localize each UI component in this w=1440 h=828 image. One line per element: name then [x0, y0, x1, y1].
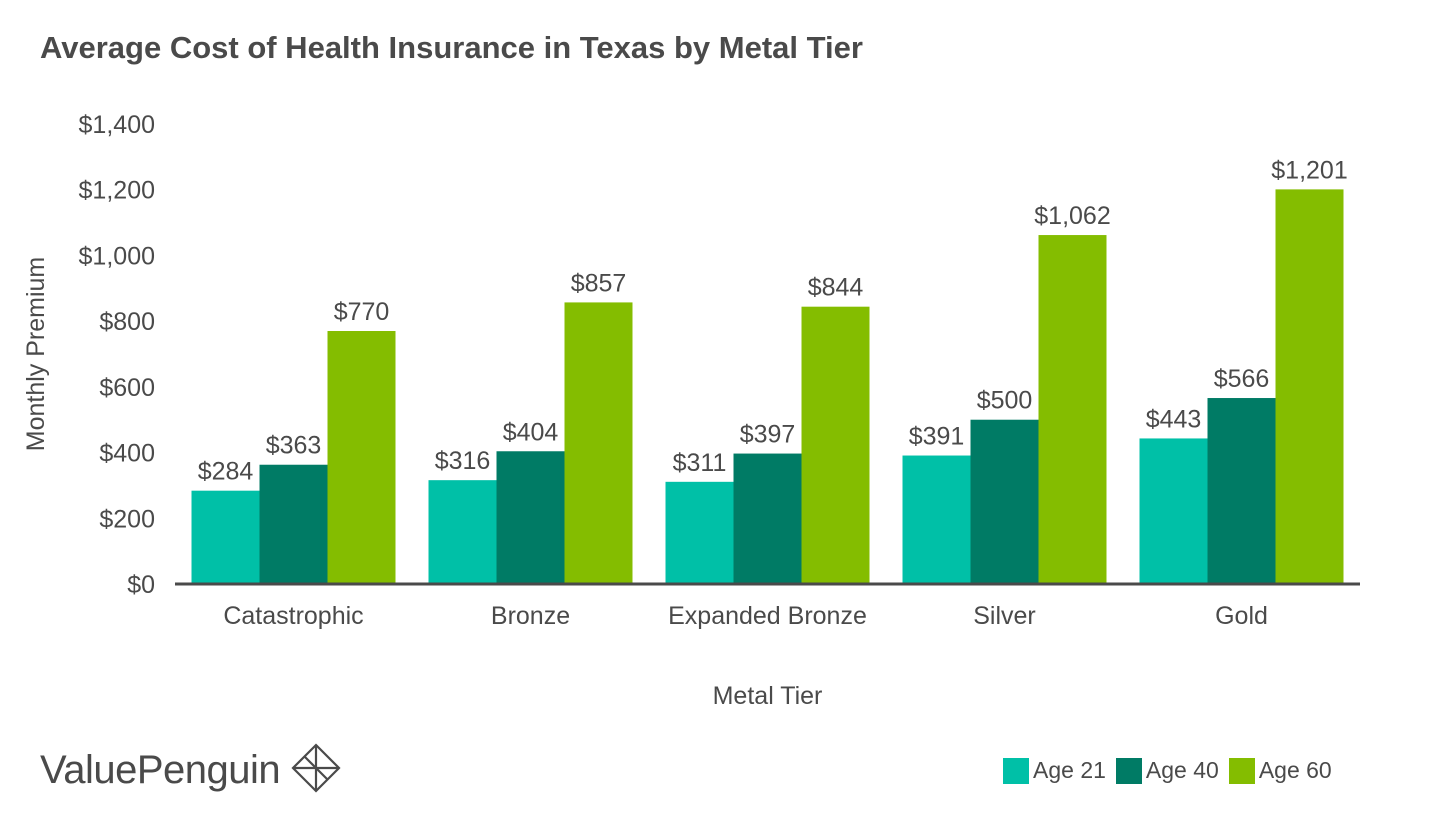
x-axis-title: Metal Tier: [713, 682, 823, 710]
data-label: $443: [1146, 405, 1202, 433]
y-tick-label: $0: [127, 571, 155, 599]
y-axis-title: Monthly Premium: [22, 257, 50, 452]
bar: [428, 480, 497, 584]
legend-label-age-60: Age 60: [1258, 757, 1332, 783]
data-label: $770: [334, 298, 390, 326]
category-label: Gold: [1215, 602, 1268, 630]
brand-name: ValuePenguin: [40, 748, 281, 792]
data-label: $404: [503, 418, 559, 446]
data-label: $1,062: [1034, 202, 1110, 230]
category-label: Silver: [973, 602, 1036, 630]
bar: [191, 490, 260, 584]
bar: [902, 455, 971, 584]
data-label: $500: [977, 387, 1033, 415]
bar: [496, 451, 565, 584]
data-label: $391: [909, 423, 965, 451]
bar: [327, 331, 396, 584]
bar: [1275, 189, 1344, 584]
data-label: $311: [673, 449, 727, 477]
y-tick-label: $1,400: [79, 111, 155, 139]
bar: [1139, 438, 1208, 584]
legend-item-age-60: Age 60: [1228, 757, 1332, 784]
bar: [1038, 235, 1107, 585]
y-axis-ticks: $0 $200 $400 $600 $800 $1,000 $1,200 $1,400: [79, 111, 155, 599]
chart-title: Average Cost of Health Insurance in Texa…: [40, 30, 863, 65]
legend-swatch-age-60: [1228, 757, 1255, 784]
y-tick-label: $400: [99, 440, 155, 468]
data-label: $397: [740, 421, 796, 449]
bar: [564, 302, 633, 584]
bar: [259, 464, 328, 584]
data-label: $844: [808, 274, 864, 302]
legend-item-age-40: Age 40: [1115, 757, 1219, 784]
brand-logo: ValuePenguin: [40, 742, 342, 799]
legend-label-age-40: Age 40: [1145, 757, 1219, 783]
y-tick-label: $1,200: [79, 177, 155, 205]
data-labels-group: $284 $363 $770 $316 $404 $857 $311 $397 $844 $391…: [198, 156, 1348, 485]
data-label: $1,201: [1271, 156, 1347, 184]
bar: [665, 481, 734, 584]
legend-swatch-age-21: [1003, 757, 1029, 784]
y-tick-label: $200: [99, 505, 155, 533]
data-label: $566: [1214, 365, 1270, 393]
category-label: Catastrophic: [223, 602, 363, 630]
category-labels: Catastrophic Bronze Expanded Bronze Silver G…: [223, 602, 1268, 630]
y-tick-label: $600: [99, 374, 155, 402]
bars-group: [191, 189, 1344, 585]
category-label: Expanded Bronze: [668, 602, 867, 630]
legend-item-age-21: Age 21: [1003, 757, 1106, 784]
data-label: $284: [198, 458, 254, 486]
bar: [1207, 398, 1276, 584]
legend: Age 21 Age 40 Age 60: [1003, 757, 1342, 784]
data-label: $316: [435, 447, 491, 475]
diamond-cube-icon: [290, 742, 342, 799]
legend-swatch-age-40: [1115, 757, 1142, 784]
bar: [970, 419, 1039, 584]
y-tick-label: $1,000: [79, 242, 155, 270]
data-label: $363: [266, 432, 322, 460]
bar: [733, 453, 802, 584]
category-label: Bronze: [491, 602, 570, 630]
bar: [801, 306, 870, 584]
y-tick-label: $800: [99, 308, 155, 336]
data-label: $857: [571, 269, 627, 297]
legend-label-age-21: Age 21: [1033, 757, 1106, 783]
